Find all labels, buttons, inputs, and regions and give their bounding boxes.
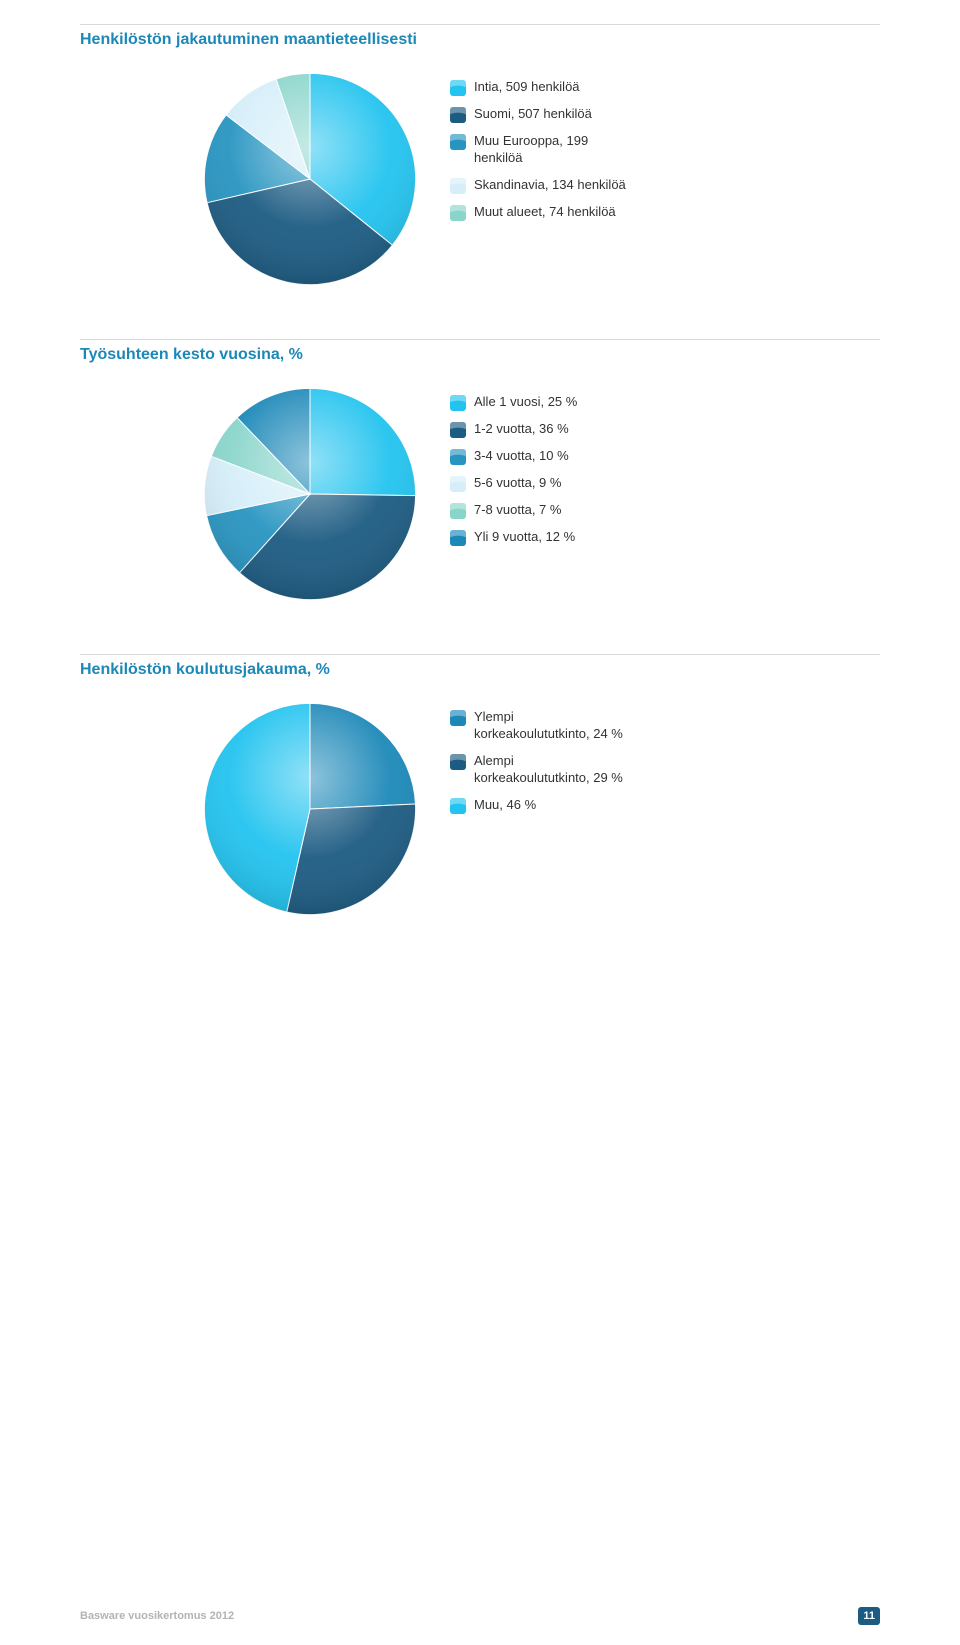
- legend: Alle 1 vuosi, 25 % 1-2 vuotta, 36 % 3-4 vu…: [450, 394, 880, 556]
- legend-swatch-icon: [450, 754, 466, 770]
- legend-label: Suomi, 507 henkilöä: [474, 106, 592, 123]
- legend-label: 7-8 vuotta, 7 %: [474, 502, 561, 519]
- pie-chart: [200, 69, 420, 289]
- section-title: Henkilöstön koulutusjakauma, %: [80, 661, 880, 679]
- footer-text: Basware vuosikertomus 2012: [80, 1610, 234, 1622]
- legend-item: Ylempikorkeakoulututkinto, 24 %: [450, 709, 880, 743]
- legend-swatch-icon: [450, 503, 466, 519]
- chart-section: Henkilöstön koulutusjakauma, % Ylempikork…: [80, 654, 880, 919]
- legend-label: 5-6 vuotta, 9 %: [474, 475, 561, 492]
- legend-label: Yli 9 vuotta, 12 %: [474, 529, 575, 546]
- legend-swatch-icon: [450, 80, 466, 96]
- legend-label: Muut alueet, 74 henkilöä: [474, 204, 616, 221]
- legend-label: Ylempikorkeakoulututkinto, 24 %: [474, 709, 623, 743]
- legend-swatch-icon: [450, 422, 466, 438]
- chart-section: Työsuhteen kesto vuosina, % Alle 1 vuosi,…: [80, 339, 880, 604]
- section-title: Henkilöstön jakautuminen maantieteellise…: [80, 31, 880, 49]
- legend-swatch-icon: [450, 134, 466, 150]
- legend-item: Skandinavia, 134 henkilöä: [450, 177, 880, 194]
- legend-swatch-icon: [450, 798, 466, 814]
- legend-label: Intia, 509 henkilöä: [474, 79, 580, 96]
- legend-swatch-icon: [450, 107, 466, 123]
- legend-item: Intia, 509 henkilöä: [450, 79, 880, 96]
- pie-chart: [200, 384, 420, 604]
- legend: Ylempikorkeakoulututkinto, 24 % Alempikor…: [450, 709, 880, 824]
- legend-swatch-icon: [450, 530, 466, 546]
- chart-section: Henkilöstön jakautuminen maantieteellise…: [80, 24, 880, 289]
- legend-item: Yli 9 vuotta, 12 %: [450, 529, 880, 546]
- legend-label: Alle 1 vuosi, 25 %: [474, 394, 577, 411]
- legend-item: 5-6 vuotta, 9 %: [450, 475, 880, 492]
- legend: Intia, 509 henkilöä Suomi, 507 henkilöä Mu…: [450, 79, 880, 231]
- legend-item: Alempikorkeakoulututkinto, 29 %: [450, 753, 880, 787]
- legend-label: Muu Eurooppa, 199henkilöä: [474, 133, 588, 167]
- page-footer: Basware vuosikertomus 2012 11: [80, 1607, 880, 1625]
- pie-slice: [310, 703, 415, 809]
- legend-label: 3-4 vuotta, 10 %: [474, 448, 569, 465]
- legend-swatch-icon: [450, 449, 466, 465]
- pie-slice: [310, 388, 416, 495]
- section-title: Työsuhteen kesto vuosina, %: [80, 346, 880, 364]
- legend-swatch-icon: [450, 178, 466, 194]
- legend-label: Skandinavia, 134 henkilöä: [474, 177, 626, 194]
- legend-swatch-icon: [450, 395, 466, 411]
- legend-item: 3-4 vuotta, 10 %: [450, 448, 880, 465]
- legend-item: Muu Eurooppa, 199henkilöä: [450, 133, 880, 167]
- legend-swatch-icon: [450, 710, 466, 726]
- legend-label: 1-2 vuotta, 36 %: [474, 421, 569, 438]
- legend-label: Muu, 46 %: [474, 797, 536, 814]
- legend-swatch-icon: [450, 476, 466, 492]
- legend-label: Alempikorkeakoulututkinto, 29 %: [474, 753, 623, 787]
- legend-item: Muut alueet, 74 henkilöä: [450, 204, 880, 221]
- legend-swatch-icon: [450, 205, 466, 221]
- legend-item: Alle 1 vuosi, 25 %: [450, 394, 880, 411]
- legend-item: 7-8 vuotta, 7 %: [450, 502, 880, 519]
- page-number: 11: [858, 1607, 880, 1625]
- legend-item: Suomi, 507 henkilöä: [450, 106, 880, 123]
- pie-slice: [204, 703, 310, 912]
- legend-item: Muu, 46 %: [450, 797, 880, 814]
- legend-item: 1-2 vuotta, 36 %: [450, 421, 880, 438]
- pie-chart: [200, 699, 420, 919]
